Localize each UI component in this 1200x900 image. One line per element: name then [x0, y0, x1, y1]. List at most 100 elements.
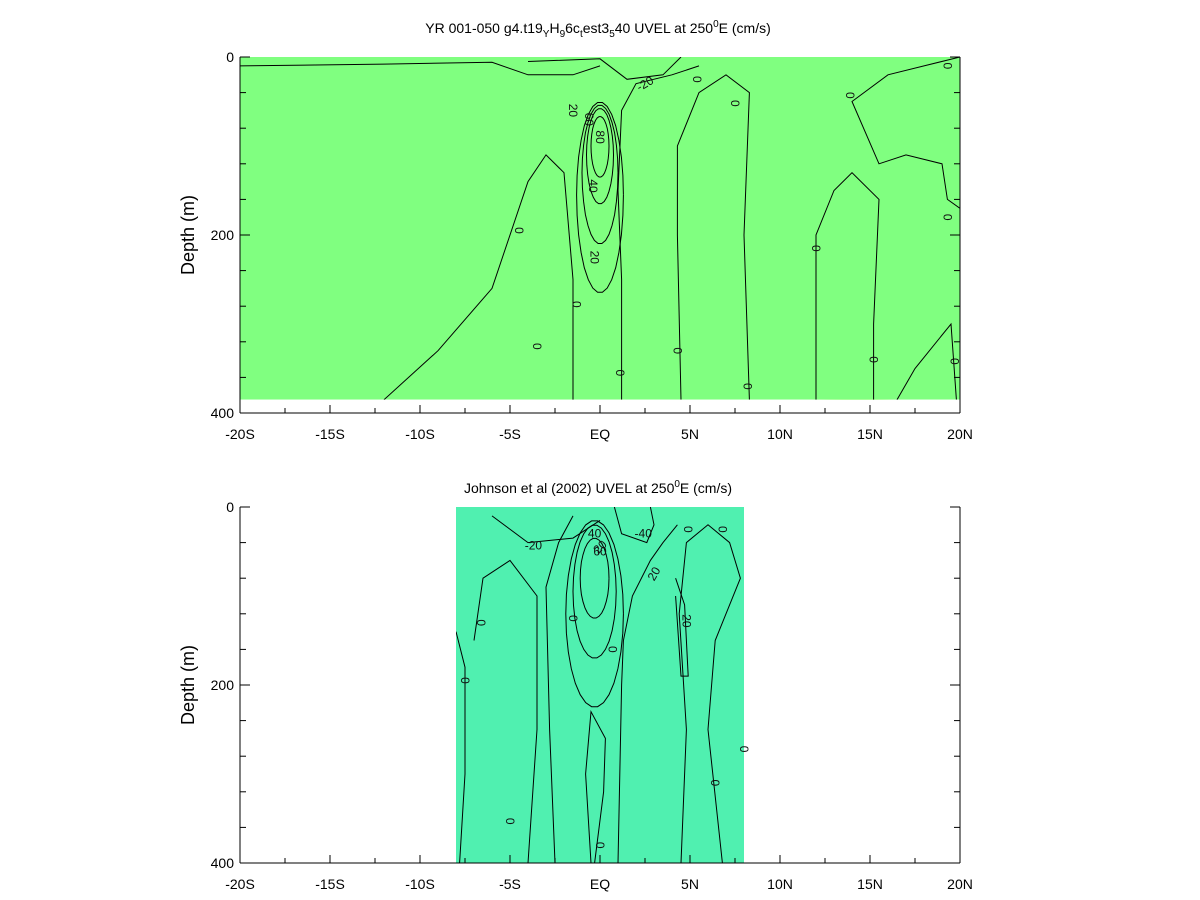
field-background	[240, 57, 960, 400]
contour-label-20-5n: 20	[679, 614, 693, 628]
contour-euc-60	[579, 537, 610, 619]
svg-text:0: 0	[940, 63, 954, 70]
svg-text:60: 60	[593, 545, 607, 559]
velocity-field-observations	[456, 507, 744, 863]
svg-text:0: 0	[593, 842, 607, 849]
svg-text:0: 0	[809, 245, 823, 252]
svg-text:0: 0	[948, 358, 962, 365]
contour-label-neg40: -40	[635, 527, 653, 541]
svg-text:20: 20	[566, 104, 580, 118]
contour-lines-model	[240, 57, 960, 400]
svg-text:0: 0	[940, 214, 954, 221]
x-tick-label: 5N	[681, 876, 699, 892]
svg-text:0: 0	[715, 526, 729, 533]
contour-euc-20	[576, 102, 624, 293]
svg-text:-40: -40	[635, 527, 653, 541]
contour-label-zero-a: 0	[566, 615, 580, 622]
contour-label-zero-j: 0	[737, 746, 751, 753]
contour-20-5n	[675, 578, 689, 677]
contour-zero-5s	[473, 559, 538, 863]
svg-text:0: 0	[708, 780, 722, 787]
contour-neg40	[613, 507, 655, 544]
contour-label-zero-l: 0	[940, 63, 954, 70]
contour-label-zero-d: 0	[613, 370, 627, 377]
x-tick-label: 10N	[767, 876, 793, 892]
contour-label-zero-b: 0	[458, 677, 472, 684]
contour-label-zero-d: 0	[503, 818, 517, 825]
y-tick-label: 400	[211, 405, 235, 421]
contour-label-zero-m: 0	[940, 214, 954, 221]
contour-label-20-n: 20	[645, 564, 664, 583]
ylabel-model: Depth (m)	[178, 195, 198, 275]
svg-text:20: 20	[679, 614, 693, 628]
contour-label-zero-c: 0	[570, 301, 584, 308]
x-tick-label: -10S	[405, 876, 435, 892]
svg-text:0: 0	[503, 818, 517, 825]
x-tick-label: 10N	[767, 426, 793, 442]
svg-text:0: 0	[566, 615, 580, 622]
svg-text:0: 0	[867, 356, 881, 363]
contour-label-zero-k: 0	[867, 356, 881, 363]
svg-text:0: 0	[530, 343, 544, 350]
contour-euc-40	[581, 104, 619, 244]
contour-zero-w	[240, 61, 601, 76]
svg-text:0: 0	[458, 677, 472, 684]
contour-zero-1n	[617, 524, 678, 863]
x-tick-label: -15S	[315, 426, 345, 442]
x-tick-label: -10S	[405, 426, 435, 442]
x-tick-label: 20N	[947, 426, 973, 442]
contour-zero-19n	[896, 322, 957, 400]
contour-label-zero-n: 0	[948, 358, 962, 365]
x-tick-label: -5S	[499, 876, 521, 892]
contour-label-zero-f: 0	[690, 76, 704, 83]
x-tick-label: 20N	[947, 876, 973, 892]
x-tick-label: 15N	[857, 426, 883, 442]
contour-zero-1n	[617, 65, 700, 400]
svg-text:0: 0	[681, 526, 695, 533]
contour-zero-2s	[545, 515, 574, 863]
contour-zero-5n	[676, 74, 750, 400]
contour-zero-0n	[585, 709, 606, 863]
panel-model: YR 001-050 g4.t19YH96ctest3540 UVEL at 2…	[178, 19, 973, 442]
contour-euc-40	[572, 524, 617, 659]
contour-zero-7s	[456, 631, 466, 863]
contour-label-neg20: -20	[525, 538, 543, 552]
y-tick-label: 200	[211, 677, 235, 693]
contour-zero-14n	[851, 57, 960, 209]
field-background	[456, 507, 744, 863]
contour-neg20-top	[527, 57, 682, 80]
title-observations: Johnson et al (2002) UVEL at 2500E (cm/s…	[464, 479, 732, 496]
svg-text:20: 20	[645, 564, 664, 583]
x-tick-label: EQ	[590, 876, 610, 892]
contour-zero-2s	[383, 154, 574, 400]
contour-label-zero-c: 0	[474, 619, 488, 626]
ylabel-observations: Depth (m)	[178, 645, 198, 725]
y-tick-label: 0	[226, 49, 234, 65]
svg-text:0: 0	[670, 347, 684, 354]
panel-observations: Johnson et al (2002) UVEL at 2500E (cm/s…	[178, 479, 973, 892]
x-tick-label: -20S	[225, 876, 255, 892]
svg-text:0: 0	[474, 619, 488, 626]
y-tick-label: 0	[226, 499, 234, 515]
x-tick-label: -20S	[225, 426, 255, 442]
contour-label-zero-i: 0	[809, 245, 823, 252]
contour-label-20-lower: 20	[588, 251, 602, 265]
contour-label-zero-h: 0	[741, 383, 755, 390]
svg-text:0: 0	[606, 646, 620, 653]
contour-label-80: 80	[593, 130, 607, 144]
contour-euc-20	[565, 520, 624, 708]
svg-text:0: 0	[570, 301, 584, 308]
x-tick-label: EQ	[590, 426, 610, 442]
contour-label-zero-h: 0	[715, 526, 729, 533]
svg-text:40: 40	[586, 179, 600, 193]
title-model: YR 001-050 g4.t19YH96ctest3540 UVEL at 2…	[425, 19, 771, 40]
contour-label-zero-j: 0	[843, 92, 857, 99]
contour-label-zero-i: 0	[708, 780, 722, 787]
contour-label-zero-g: 0	[681, 526, 695, 533]
svg-text:-20: -20	[525, 538, 543, 552]
contour-euc-60	[585, 108, 614, 205]
